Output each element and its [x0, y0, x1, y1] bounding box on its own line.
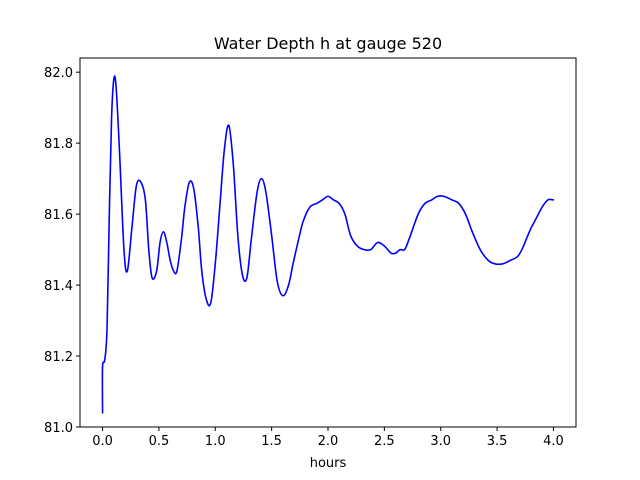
y-tick-label: 82.0 — [44, 66, 73, 81]
x-tick-label: 2.0 — [318, 434, 339, 449]
x-tick-label: 0.5 — [149, 434, 170, 449]
y-axis: 81.0 81.2 81.4 81.6 81.8 82.0 — [44, 66, 80, 436]
x-tick-label: 4.0 — [543, 434, 564, 449]
x-tick-label: 1.5 — [261, 434, 282, 449]
axes-frame — [79, 57, 577, 428]
x-tick-label: 3.0 — [430, 434, 451, 449]
y-tick-label: 81.2 — [44, 350, 73, 365]
y-tick-label: 81.6 — [44, 208, 73, 223]
x-axis-label: hours — [310, 456, 347, 471]
x-axis: 0.0 0.5 1.0 1.5 2.0 2.5 3.0 3.5 4.0 — [92, 427, 564, 449]
series-line-0 — [101, 75, 555, 414]
x-tick-label: 2.5 — [374, 434, 395, 449]
x-tick-label: 3.5 — [487, 434, 508, 449]
y-tick-label: 81.0 — [44, 421, 73, 436]
series-layer — [101, 75, 555, 414]
x-tick-label: 0.0 — [92, 434, 113, 449]
y-tick-label: 81.4 — [44, 279, 73, 294]
y-tick-label: 81.8 — [44, 137, 73, 152]
chart-title: Water Depth h at gauge 520 — [214, 34, 442, 53]
x-tick-label: 1.0 — [205, 434, 226, 449]
